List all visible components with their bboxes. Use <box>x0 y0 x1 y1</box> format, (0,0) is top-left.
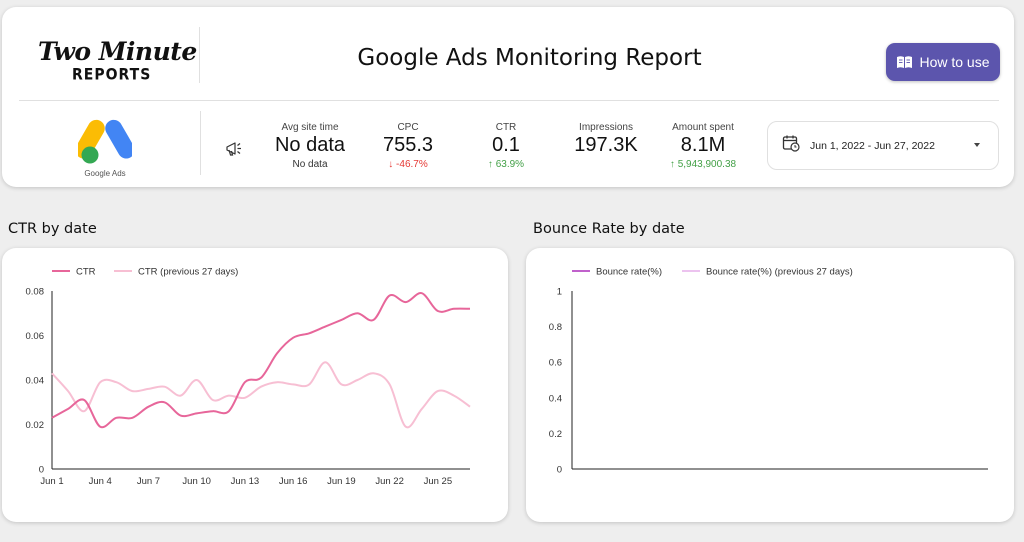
metric-delta: ↑ 5,943,900.38 <box>669 159 737 170</box>
metric-label: Avg site time <box>281 122 339 133</box>
logo-line2: REPORTS <box>72 65 152 85</box>
metric-delta: ↑ 63.9% <box>487 159 525 170</box>
legend-label: Bounce rate(%) <box>596 267 662 278</box>
x-tick-label: Jun 22 <box>375 476 404 487</box>
x-tick-label: Jun 25 <box>424 476 453 487</box>
header-card: Two Minute REPORTS Google Ads Monitoring… <box>2 7 1014 187</box>
metric-delta: ↓ -46.7% <box>388 159 428 170</box>
x-tick-label: Jun 10 <box>182 476 211 487</box>
megaphone-icon <box>225 140 243 163</box>
series-line <box>51 292 471 429</box>
metric-ctr: CTR 0.1 ↑ 63.9% <box>475 122 537 170</box>
logo-line1: Two Minute <box>38 37 197 66</box>
arrow-down-icon: ↓ <box>388 159 397 170</box>
y-tick-label: 0.06 <box>26 331 45 342</box>
series-line <box>51 361 471 429</box>
metric-delta: No data <box>292 159 328 170</box>
metric-value: No data <box>274 134 346 156</box>
metric-value: 8.1M <box>680 134 726 156</box>
bounce-chart-card: 0 0.2 0.4 0.6 0.8 1 Bounce rate(%) Bounce rate(… <box>526 248 1014 522</box>
legend-label: CTR <box>76 267 96 278</box>
metric-label: Amount spent <box>672 122 734 133</box>
divider <box>200 111 201 175</box>
y-tick-label: 0.08 <box>26 287 45 298</box>
google-ads-label: Google Ads <box>84 169 126 178</box>
metric-label: CTR <box>495 122 517 133</box>
arrow-up-icon: ↑ <box>669 159 678 170</box>
y-tick-label: 0.4 <box>549 393 562 404</box>
arrow-up-icon: ↑ <box>487 159 496 170</box>
y-tick-label: 0 <box>557 465 562 476</box>
metric-label: Impressions <box>579 122 633 133</box>
two-minute-reports-logo: Two Minute REPORTS <box>38 37 197 85</box>
ctr-line-chart: 0 0.02 0.04 0.06 0.08 Jun 1 Jun 4 Jun 7 Jun 10 Ju… <box>26 267 471 487</box>
metric-cpc: CPC 755.3 ↓ -46.7% <box>376 122 440 170</box>
y-tick-label: 0.02 <box>26 420 45 431</box>
metric-avg-site-time: Avg site time No data No data <box>270 122 350 170</box>
date-range-label: Jun 1, 2022 - Jun 27, 2022 <box>810 139 935 152</box>
metric-value: 197.3K <box>574 134 638 156</box>
ctr-section-title: CTR by date <box>8 221 97 237</box>
metric-label: CPC <box>397 122 419 133</box>
bounce-line-chart: 0 0.2 0.4 0.6 0.8 1 Bounce rate(%) Bounce rate(… <box>549 267 988 476</box>
how-to-use-button[interactable]: How to use <box>886 43 1000 81</box>
y-tick-label: 0.04 <box>26 376 45 387</box>
page-title: Google Ads Monitoring Report <box>357 45 702 71</box>
book-icon <box>896 55 913 69</box>
chevron-down-icon <box>974 143 980 147</box>
divider <box>199 27 200 83</box>
x-tick-label: Jun 16 <box>279 476 308 487</box>
x-tick-label: Jun 13 <box>231 476 260 487</box>
x-tick-label: Jun 1 <box>40 476 63 487</box>
y-tick-label: 0.6 <box>549 358 562 369</box>
divider <box>19 100 999 101</box>
calendar-icon <box>782 134 800 157</box>
legend-label: CTR (previous 27 days) <box>138 267 238 278</box>
date-range-picker[interactable]: Jun 1, 2022 - Jun 27, 2022 <box>767 121 999 170</box>
metric-impressions: Impressions 197.3K <box>567 122 645 157</box>
metric-amount-spent: Amount spent 8.1M ↑ 5,943,900.38 <box>662 122 744 170</box>
metric-value: 0.1 <box>492 134 520 156</box>
google-ads-logo: Google Ads <box>75 117 135 181</box>
how-to-use-label: How to use <box>919 54 990 70</box>
bounce-section-title: Bounce Rate by date <box>533 221 685 237</box>
y-tick-label: 0 <box>39 465 44 476</box>
metric-value: 755.3 <box>382 134 434 156</box>
x-tick-label: Jun 7 <box>137 476 160 487</box>
y-tick-label: 1 <box>557 287 562 298</box>
legend-label: Bounce rate(%) (previous 27 days) <box>706 267 853 278</box>
y-tick-label: 0.2 <box>549 429 562 440</box>
y-tick-label: 0.8 <box>549 322 562 333</box>
x-tick-label: Jun 4 <box>89 476 112 487</box>
x-tick-label: Jun 19 <box>327 476 356 487</box>
ctr-chart-card: 0 0.02 0.04 0.06 0.08 Jun 1 Jun 4 Jun 7 Jun 10 Ju… <box>2 248 508 522</box>
